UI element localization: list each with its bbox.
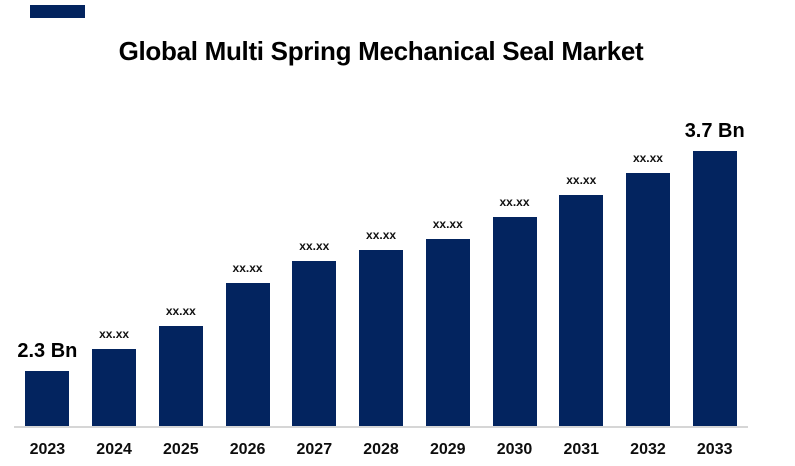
x-axis-label-2030: 2030 (496, 441, 533, 458)
bar-2029 (425, 239, 470, 426)
x-axis-label-2033: 2033 (696, 441, 733, 458)
corner-mark (30, 5, 85, 18)
value-label-2028: xx.xx (366, 228, 397, 242)
bar-group-2026: xx.xx (214, 262, 281, 426)
value-label-2033: 3.7 Bn (684, 120, 745, 142)
bar-group-2027: xx.xx (281, 240, 348, 426)
bar-group-2032: xx.xx (615, 152, 682, 426)
x-axis-label-2027: 2027 (296, 441, 333, 458)
value-label-2026: xx.xx (232, 261, 263, 275)
value-label-2025: xx.xx (165, 304, 196, 318)
x-axis-label-2026: 2026 (229, 441, 266, 458)
value-label-2029: xx.xx (432, 217, 463, 231)
bars-row: 2.3 Bn xx.xx xx.xx xx.xx xx.xx xx.xx xx.xx xx.x… (14, 100, 748, 426)
bar-2030 (492, 217, 537, 426)
chart-title: Global Multi Spring Mechanical Seal Mark… (118, 36, 644, 66)
value-label-2030: xx.xx (499, 195, 530, 209)
bar-2027 (292, 261, 337, 426)
bar-group-2030: xx.xx (481, 196, 548, 426)
value-label-2023: 2.3 Bn (17, 340, 78, 362)
bar-group-2023: 2.3 Bn (14, 341, 81, 426)
bar-group-2024: xx.xx (81, 328, 148, 426)
x-axis-label-2031: 2031 (563, 441, 600, 458)
x-axis-label-2028: 2028 (363, 441, 399, 458)
x-axis-label-2024: 2024 (96, 441, 132, 458)
bar-2028 (359, 250, 404, 426)
value-label-2024: xx.xx (99, 327, 130, 341)
bar-group-2029: xx.xx (414, 218, 481, 426)
x-axis-label-2025: 2025 (163, 441, 199, 458)
bar-group-2025: xx.xx (147, 305, 214, 426)
x-axis-line (14, 426, 748, 428)
bar-2031 (559, 195, 604, 426)
bar-2033 (692, 151, 737, 426)
x-axis-label-2032: 2032 (630, 441, 666, 458)
value-label-2032: xx.xx (632, 151, 663, 165)
value-label-2031: xx.xx (566, 173, 597, 187)
bar-2024 (92, 349, 137, 426)
value-label-2027: xx.xx (299, 239, 330, 253)
bar-group-2031: xx.xx (548, 174, 615, 426)
bar-2026 (225, 283, 270, 426)
bar-plot: 2.3 Bn xx.xx xx.xx xx.xx xx.xx xx.xx xx.xx xx.x… (14, 100, 748, 459)
x-axis-label-2029: 2029 (429, 441, 466, 458)
x-axis-labels: 2023 2024 2025 2026 2027 2028 2029 2030 2031 2032… (14, 428, 748, 459)
x-axis-label-2023: 2023 (29, 441, 66, 458)
bar-group-2028: xx.xx (348, 229, 415, 426)
bar-2025 (158, 326, 203, 426)
bar-2032 (625, 173, 670, 426)
bar-2023 (25, 371, 70, 426)
bar-group-2033: 3.7 Bn (681, 121, 748, 426)
